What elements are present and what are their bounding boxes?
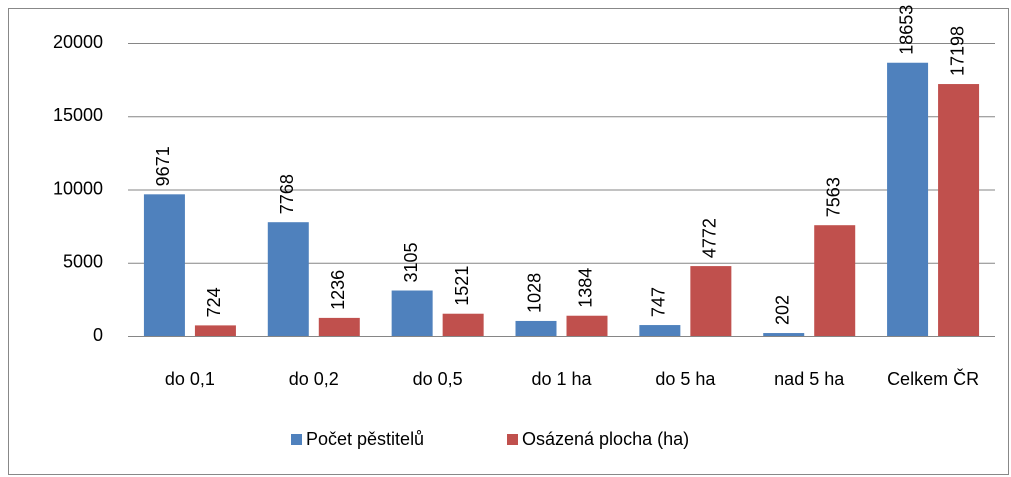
y-tick-label: 15000 (53, 105, 103, 125)
data-label: 724 (204, 287, 224, 317)
x-tick-label: Celkem ČR (887, 368, 979, 389)
legend-label: Osázená plocha (ha) (522, 429, 689, 449)
bar (267, 222, 309, 336)
bar (515, 320, 557, 336)
y-tick-label: 20000 (53, 32, 103, 52)
bar (639, 325, 681, 336)
x-tick-label: do 0,5 (413, 369, 463, 389)
y-tick-label: 5000 (63, 252, 103, 272)
bar (690, 266, 732, 336)
bar (194, 325, 236, 336)
y-tick-label: 0 (93, 325, 103, 345)
data-label: 7768 (277, 174, 297, 214)
legend-swatch (507, 434, 518, 445)
bar (391, 290, 433, 336)
data-label: 747 (649, 287, 669, 317)
data-label: 202 (772, 295, 792, 325)
x-tick-label: do 0,1 (165, 369, 215, 389)
bar (442, 313, 484, 336)
bar (814, 225, 856, 336)
chart-border (8, 8, 1009, 475)
data-label: 9671 (153, 146, 173, 186)
data-label: 7563 (823, 177, 843, 217)
x-tick-label: do 5 ha (655, 369, 716, 389)
x-tick-label: do 0,2 (289, 369, 339, 389)
data-label: 17198 (947, 26, 967, 76)
bar (318, 317, 360, 336)
bar (763, 333, 805, 336)
x-tick-label: do 1 ha (531, 369, 592, 389)
data-label: 1236 (328, 270, 348, 310)
legend-swatch (291, 434, 302, 445)
bar (938, 84, 980, 336)
legend-label: Počet pěstitelů (306, 429, 424, 449)
data-label: 18653 (896, 5, 916, 55)
x-tick-label: nad 5 ha (774, 369, 845, 389)
bar (566, 315, 608, 336)
bar (887, 62, 929, 336)
data-label: 1521 (452, 266, 472, 306)
data-label: 1028 (525, 273, 545, 313)
data-label: 3105 (401, 242, 421, 282)
data-label: 4772 (700, 218, 720, 258)
data-label: 1384 (576, 268, 596, 308)
bar (143, 194, 185, 336)
y-tick-label: 10000 (53, 178, 103, 198)
